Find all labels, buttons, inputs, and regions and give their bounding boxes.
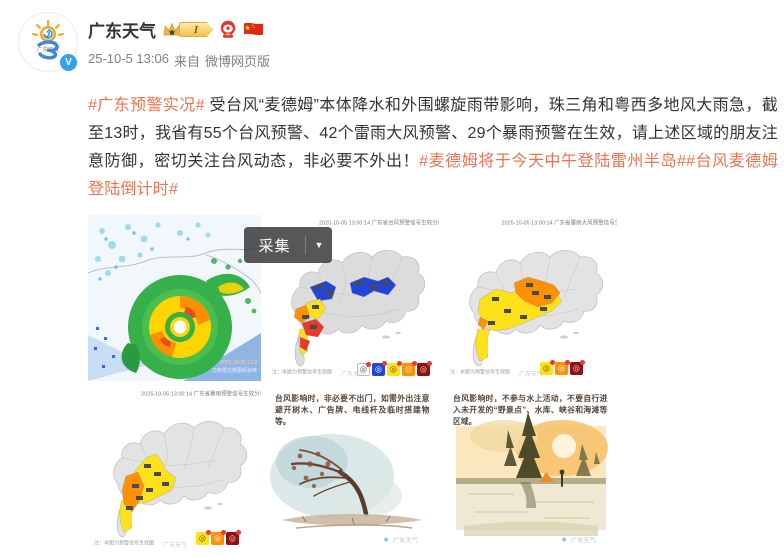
radar-caption: 2025-10-05 12:2 华南雷达拼图反射率	[212, 360, 257, 374]
wind-safety-tip-image[interactable]: 台风影响时，非必要不出门，如需外出注意避开树木、广告牌、电线杆及临时搭建物等。 …	[266, 386, 439, 552]
typhoon-signal-blue-icon: ◎	[372, 361, 387, 376]
avatar[interactable]: 广东天气 V	[18, 12, 79, 73]
tip-text: 台风影响时，不参与水上活动，不要自行进入未开发的“野景点”、水库、峡谷和海滩等区…	[453, 394, 608, 427]
map-title: 2025-10-05 13:00:14 广东省台风预警信号生效分布图	[319, 220, 439, 227]
map-note: 注：本图为预警信号生效图	[94, 540, 154, 547]
post-text: #广东预警实况# 受台风“麦德姆”本体降水和外围螺旋雨带影响，珠三角和粤西多地风…	[88, 92, 778, 204]
watermark: 广东天气	[562, 532, 611, 547]
watermark-logo-icon	[562, 537, 567, 542]
rain-signal-legend: ◎ ◎ ◎	[196, 530, 241, 545]
post-body: 受台风“麦德姆”本体降水和外围螺旋雨带影响，珠三角和粤西多地风大雨急，截至13时…	[88, 97, 778, 170]
post-meta: 25-10-5 13:06 来自 微博网页版	[88, 51, 270, 70]
timestamp: 25-10-5 13:06	[88, 51, 169, 66]
guangdong-weather-logo-icon	[32, 20, 64, 60]
radar-image[interactable]: 2025-10-05 12:2 华南雷达拼图反射率	[88, 215, 261, 381]
verified-badge-icon: V	[58, 52, 79, 73]
typhoon-signal-red-icon: ◎	[417, 361, 432, 376]
vip-level-badge: I	[179, 22, 213, 37]
gale-warning-map-image[interactable]: 2025-10-05 13:00:14 广东省雷雨大风预警信号生效分布图 ◎ ◎…	[444, 215, 617, 381]
source-prefix: 来自	[173, 54, 200, 69]
vip-crown-icon: I	[162, 21, 213, 38]
rainstorm-warning-map-image[interactable]: 2025-10-05 13:00:14 广东省暴雨预警信号生效分布图 ◎ ◎ ◎…	[88, 386, 261, 552]
map-title: 2025-10-05 13:00:14 广东省雷雨大风预警信号生效分布图	[501, 220, 617, 227]
hashtag-link-warning-live[interactable]: #广东预警实况#	[88, 97, 205, 114]
typhoon-signal-white-icon: ◎	[357, 362, 371, 376]
tip-text: 台风影响时，非必要不出门，如需外出注意避开树木、广告牌、电线杆及临时搭建物等。	[275, 394, 430, 427]
source-link[interactable]: 微博网页版	[204, 54, 270, 69]
gale-signal-yellow-icon: ◎	[540, 360, 555, 375]
hashtag-link-landfall[interactable]: #麦德姆将于今天中午登陆雷州半岛#	[419, 153, 687, 170]
avatar-text: 广东天气	[37, 47, 59, 54]
water-safety-tip-image[interactable]: 台风影响时，不参与水上活动，不要自行进入未开发的“野景点”、水库、峡谷和海滩等区…	[444, 386, 617, 552]
gale-signal-legend: ◎ ◎ ◎	[540, 360, 585, 375]
rain-signal-orange-icon: ◎	[211, 530, 226, 545]
collect-button-label: 采集	[258, 237, 291, 255]
watermark-text: 广东天气	[340, 371, 365, 378]
typhoon-signal-orange-icon: ◎	[402, 361, 417, 376]
post-image-grid: 2025-10-05 12:2 华南雷达拼图反射率	[88, 215, 617, 552]
typhoon-signal-legend: ◎ ◎ ◎ ◎ ◎	[357, 361, 432, 376]
rain-signal-yellow-icon: ◎	[196, 530, 211, 545]
typhoon-signal-yellow-icon: ◎	[387, 361, 402, 376]
collect-button[interactable]: 采集 ▼	[244, 227, 332, 263]
hashtag-link-countdown[interactable]: #台风麦德姆登陆倒计时#	[88, 153, 778, 198]
gale-signal-red-icon: ◎	[570, 360, 585, 375]
watermark-text: 广东天气	[518, 371, 543, 378]
watermark-text: 广东天气	[162, 542, 187, 549]
map-note: 注：本图为预警信号生效图	[450, 369, 510, 376]
rain-signal-red-icon: ◎	[226, 530, 241, 545]
watermark-logo-icon	[384, 537, 389, 542]
weibo-mascot-icon	[219, 20, 237, 40]
chevron-down-icon[interactable]: ▼	[314, 240, 324, 250]
china-flag-icon	[243, 22, 264, 37]
collect-button-divider	[305, 236, 306, 254]
gale-signal-orange-icon: ◎	[555, 360, 570, 375]
map-title: 2025-10-05 13:00:14 广东省暴雨预警信号生效分布图	[141, 391, 261, 398]
watermark: 广东天气	[384, 532, 433, 547]
username[interactable]: 广东天气	[88, 22, 156, 41]
map-note: 注：本图为预警信号生效图	[272, 369, 332, 376]
